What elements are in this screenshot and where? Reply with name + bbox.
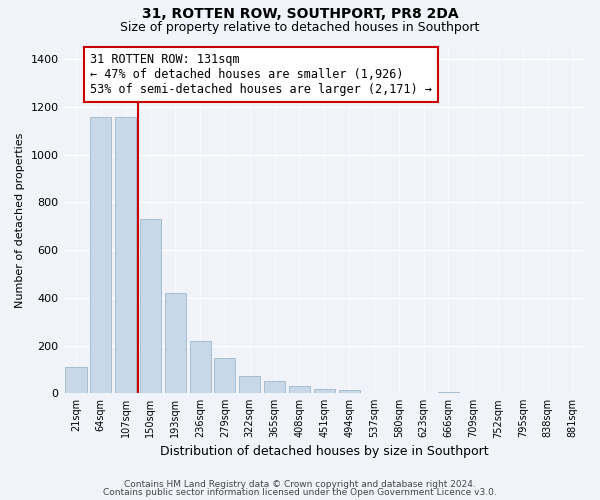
Bar	[289, 386, 310, 393]
Y-axis label: Number of detached properties: Number of detached properties	[15, 132, 25, 308]
Bar	[239, 376, 260, 393]
Bar	[264, 382, 285, 393]
Bar	[140, 219, 161, 393]
Text: 31, ROTTEN ROW, SOUTHPORT, PR8 2DA: 31, ROTTEN ROW, SOUTHPORT, PR8 2DA	[142, 8, 458, 22]
Bar	[115, 116, 136, 393]
Bar	[65, 368, 86, 393]
X-axis label: Distribution of detached houses by size in Southport: Distribution of detached houses by size …	[160, 444, 488, 458]
Text: 31 ROTTEN ROW: 131sqm
← 47% of detached houses are smaller (1,926)
53% of semi-d: 31 ROTTEN ROW: 131sqm ← 47% of detached …	[89, 52, 431, 96]
Bar	[165, 293, 186, 393]
Bar	[90, 116, 112, 393]
Text: Contains public sector information licensed under the Open Government Licence v3: Contains public sector information licen…	[103, 488, 497, 497]
Bar	[338, 390, 359, 393]
Bar	[214, 358, 235, 393]
Text: Contains HM Land Registry data © Crown copyright and database right 2024.: Contains HM Land Registry data © Crown c…	[124, 480, 476, 489]
Bar	[438, 392, 459, 393]
Text: Size of property relative to detached houses in Southport: Size of property relative to detached ho…	[121, 21, 479, 34]
Bar	[190, 340, 211, 393]
Bar	[314, 389, 335, 393]
